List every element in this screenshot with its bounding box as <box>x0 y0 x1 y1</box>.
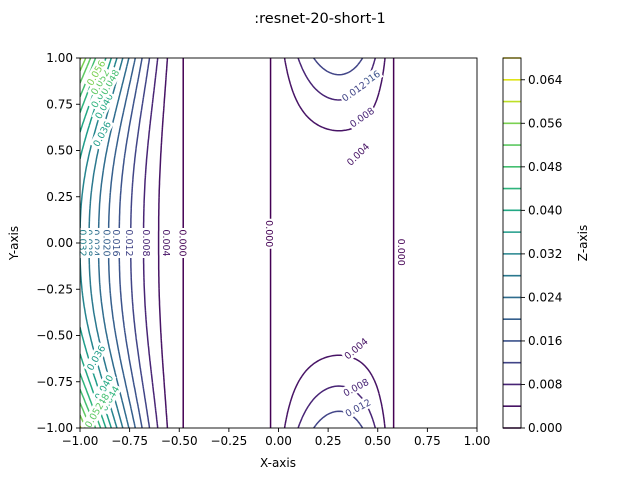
x-tick-label: −1.00 <box>62 434 99 448</box>
x-tick-label: −0.25 <box>210 434 247 448</box>
colorbar-tick-label: 0.032 <box>528 247 562 261</box>
colorbar-tick-label: 0.000 <box>528 421 562 435</box>
colorbar-frame <box>502 57 522 429</box>
contour-label-text: 0.012 <box>123 229 134 256</box>
y-tick-label: 1.00 <box>46 51 73 65</box>
contour-label-text: 0.000 <box>263 220 274 247</box>
x-axis-ticks: −1.00 −0.75 −0.50 −0.25 0.00 0.25 0.50 0.75 1.00 <box>62 428 491 448</box>
y-axis-label: Y-axis <box>7 226 21 261</box>
colorbar-tick-label: 0.064 <box>528 73 562 87</box>
contour-label-text: 0.016 <box>110 229 121 256</box>
x-axis-label: X-axis <box>260 456 296 470</box>
contour-label: 0.020 <box>100 228 113 258</box>
contour-label-text: 0.020 <box>100 229 111 256</box>
x-tick-label: 1.00 <box>464 434 491 448</box>
colorbar-tick-label: 0.008 <box>528 377 562 391</box>
contour-lines <box>80 58 395 428</box>
contour-label: 0.000 <box>263 218 276 249</box>
x-tick-label: −0.75 <box>111 434 148 448</box>
contour-label-text: 0.008 <box>140 229 151 256</box>
contour-label: 0.016 <box>110 228 123 258</box>
contour-label-text: 0.004 <box>160 229 171 256</box>
chart-title: :resnet-20-short-1 <box>254 11 385 27</box>
contour-line <box>107 58 137 428</box>
colorbar-tick-label: 0.040 <box>528 203 562 217</box>
contour-line <box>118 58 143 428</box>
contour-line <box>129 58 364 428</box>
contour-label: 0.008 <box>140 228 153 258</box>
colorbar: 0.000 0.008 0.016 0.024 0.032 0.040 0.048 0.056… <box>502 57 562 435</box>
contour-label: 0.000 <box>395 237 408 268</box>
colorbar-tick-label: 0.024 <box>528 290 562 304</box>
colorbar-tick-label: 0.016 <box>528 334 562 348</box>
x-tick-label: −0.50 <box>161 434 198 448</box>
colorbar-tick-label: 0.048 <box>528 160 562 174</box>
y-tick-label: 0.75 <box>46 97 73 111</box>
y-tick-label: −0.75 <box>36 375 73 389</box>
y-tick-label: 0.00 <box>46 236 73 250</box>
contour-label-text: 0.000 <box>395 239 406 266</box>
x-tick-label: 0.75 <box>414 434 441 448</box>
contour-label: 0.012 <box>338 77 370 105</box>
contour-label: 0.004 <box>343 139 373 170</box>
contour-label: 0.008 <box>346 103 378 131</box>
contour-label: 0.000 <box>177 228 190 258</box>
contour-label-text: 0.000 <box>177 229 188 256</box>
x-tick-label: 0.00 <box>265 434 292 448</box>
y-axis-ticks: −1.00 −0.75 −0.50 −0.25 0.00 0.25 0.50 0.75 1.00 <box>36 51 80 435</box>
y-tick-label: −0.50 <box>36 329 73 343</box>
plot-frame <box>79 57 478 429</box>
y-tick-label: −0.25 <box>36 282 73 296</box>
contour-label-text: 0.032 <box>76 229 87 256</box>
y-tick-label: −1.00 <box>36 421 73 435</box>
contour-labels: 0.0000.0040.0080.0120.0160.0200.0240.028… <box>76 56 408 432</box>
y-tick-label: 0.50 <box>46 144 73 158</box>
x-tick-label: 0.50 <box>364 434 391 448</box>
y-tick-label: 0.25 <box>46 190 73 204</box>
colorbar-label: Z-axis <box>576 225 590 261</box>
colorbar-tick-label: 0.056 <box>528 116 562 130</box>
contour-label-text: 0.008 <box>348 106 377 131</box>
contour-label: 0.004 <box>160 228 173 258</box>
contour-label: 0.012 <box>123 228 136 258</box>
contour-label: 0.036 <box>83 341 109 374</box>
x-tick-label: 0.25 <box>315 434 342 448</box>
